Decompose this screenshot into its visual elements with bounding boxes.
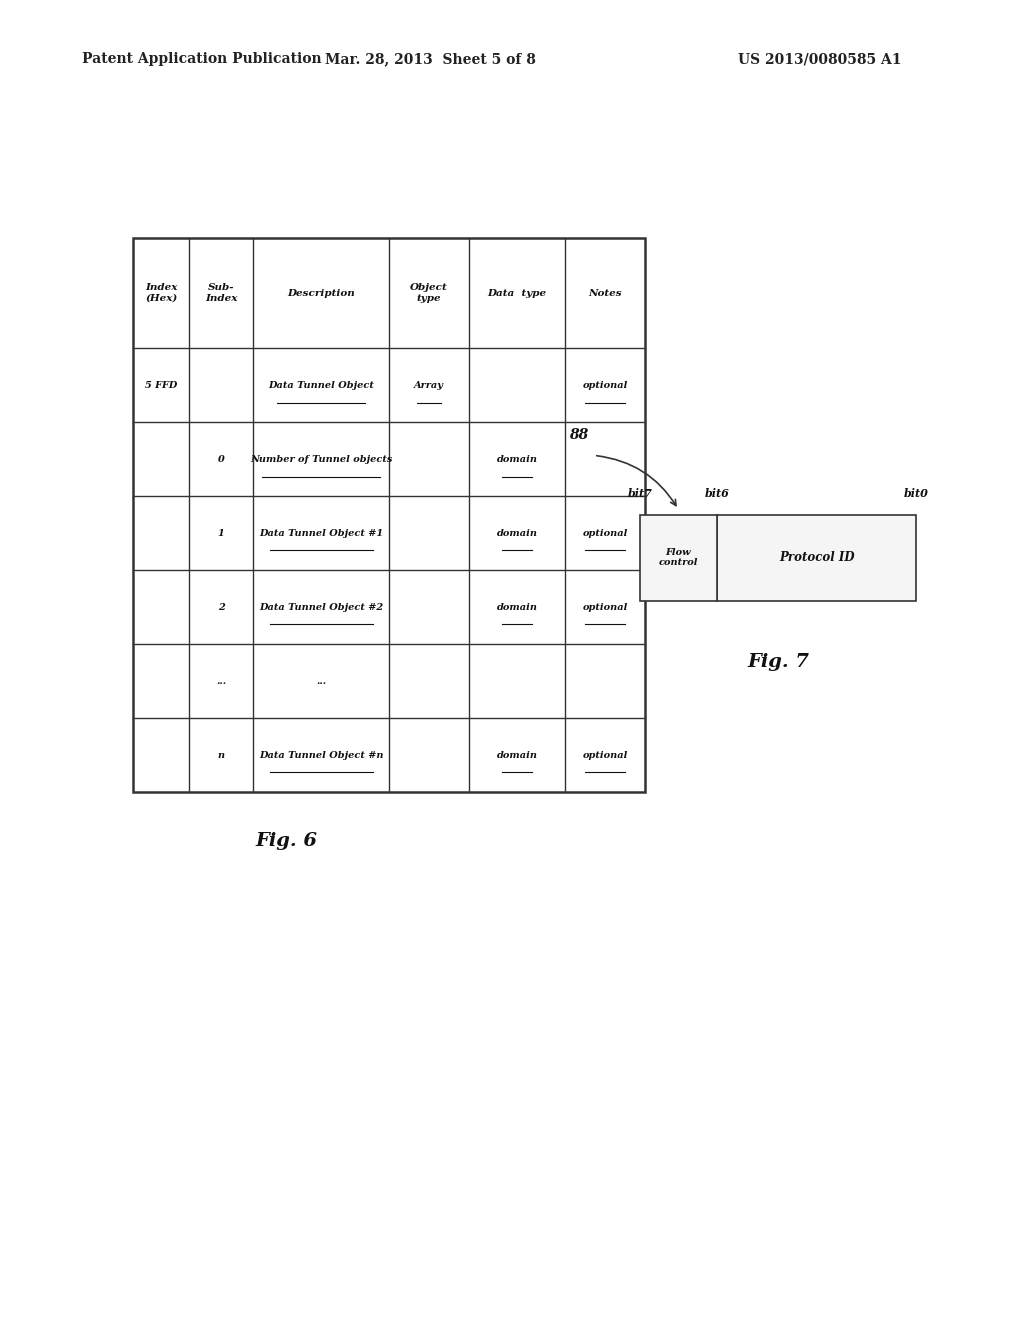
Text: US 2013/0080585 A1: US 2013/0080585 A1 <box>737 53 901 66</box>
Text: optional: optional <box>583 751 628 759</box>
Text: ...: ... <box>316 677 327 685</box>
Text: bit7: bit7 <box>628 488 652 499</box>
Text: optional: optional <box>583 603 628 611</box>
Text: domain: domain <box>497 603 538 611</box>
Text: Array: Array <box>414 381 444 389</box>
Bar <box>133 238 645 792</box>
Text: bit6: bit6 <box>705 488 729 499</box>
Text: Patent Application Publication: Patent Application Publication <box>82 53 322 66</box>
Text: 0: 0 <box>218 455 224 463</box>
Bar <box>717 515 916 601</box>
Text: Index
(Hex): Index (Hex) <box>145 284 177 302</box>
Text: 5 FFD: 5 FFD <box>145 381 177 389</box>
Text: 1: 1 <box>218 529 224 537</box>
Text: Data Tunnel Object: Data Tunnel Object <box>268 381 374 389</box>
Text: Protocol ID: Protocol ID <box>779 552 854 564</box>
Text: optional: optional <box>583 529 628 537</box>
Text: domain: domain <box>497 751 538 759</box>
Text: Number of Tunnel objects: Number of Tunnel objects <box>250 455 392 463</box>
Text: Data Tunnel Object #2: Data Tunnel Object #2 <box>259 603 383 611</box>
Text: Sub-
Index: Sub- Index <box>205 284 238 302</box>
Bar <box>640 515 717 601</box>
Text: Fig. 7: Fig. 7 <box>748 653 809 672</box>
Text: optional: optional <box>583 381 628 389</box>
Text: Flow
control: Flow control <box>658 548 698 568</box>
Text: 2: 2 <box>218 603 224 611</box>
Text: ...: ... <box>216 677 226 685</box>
Text: bit0: bit0 <box>904 488 929 499</box>
Text: Data Tunnel Object #1: Data Tunnel Object #1 <box>259 529 383 537</box>
Text: domain: domain <box>497 455 538 463</box>
Text: Data Tunnel Object #n: Data Tunnel Object #n <box>259 751 383 759</box>
Text: domain: domain <box>497 529 538 537</box>
Text: n: n <box>217 751 224 759</box>
Text: Notes: Notes <box>589 289 622 297</box>
Text: Data  type: Data type <box>487 289 547 297</box>
Text: Mar. 28, 2013  Sheet 5 of 8: Mar. 28, 2013 Sheet 5 of 8 <box>325 53 536 66</box>
Text: Fig. 6: Fig. 6 <box>256 832 317 850</box>
Text: 88: 88 <box>569 428 588 442</box>
Text: Object
type: Object type <box>411 284 447 302</box>
Text: Description: Description <box>288 289 355 297</box>
